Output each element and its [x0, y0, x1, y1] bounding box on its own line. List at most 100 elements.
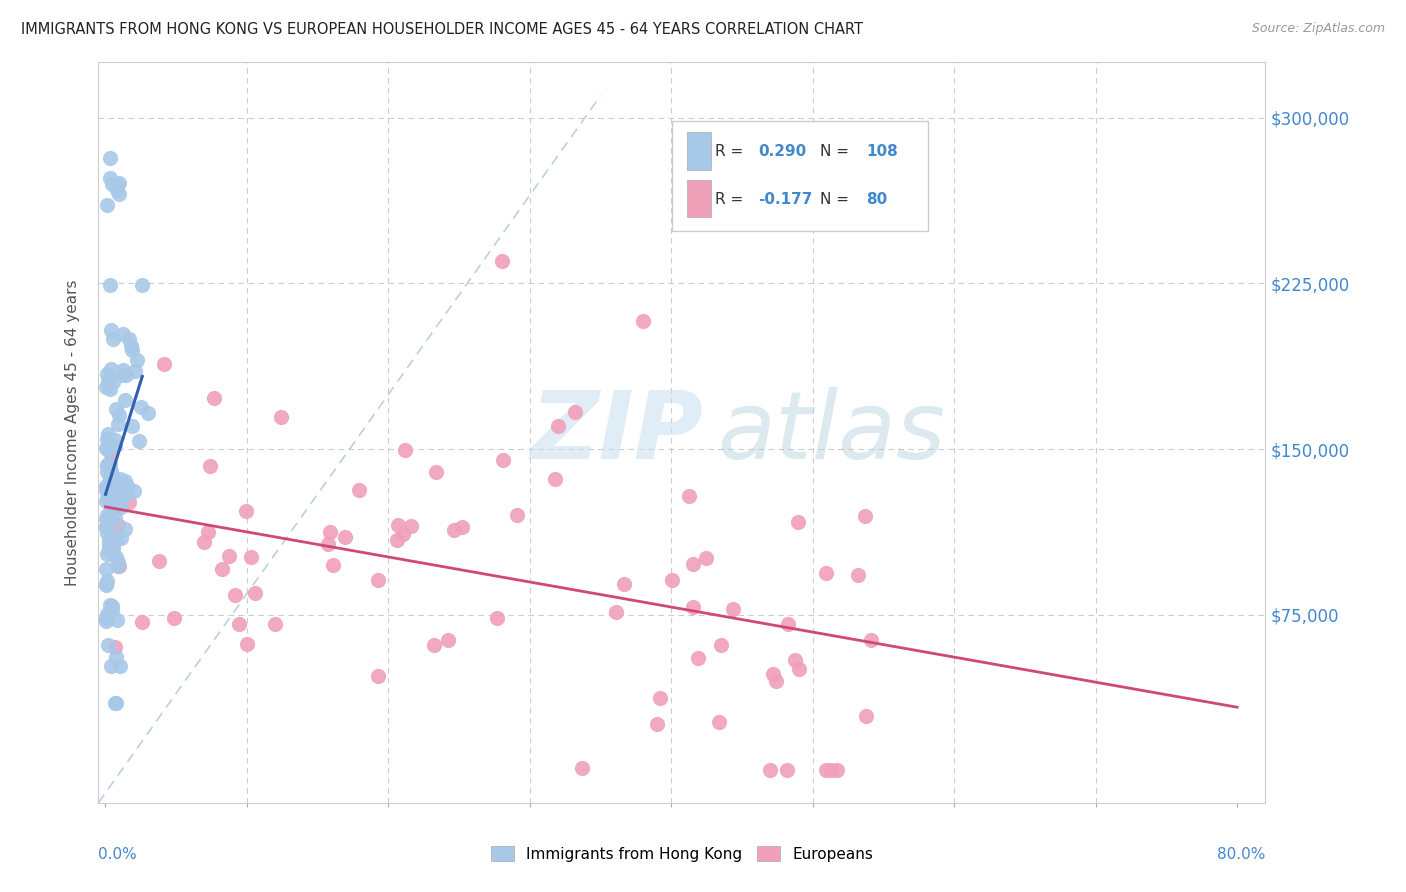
Point — [650, 691, 672, 706]
Text: Source: ZipAtlas.com: Source: ZipAtlas.com — [1251, 22, 1385, 36]
Point — [107, 177, 129, 191]
Point — [107, 555, 129, 569]
Point — [270, 410, 292, 425]
Point — [723, 601, 745, 615]
Point — [778, 617, 800, 632]
Point — [104, 697, 127, 711]
Point — [96, 611, 118, 625]
Point — [98, 457, 121, 471]
Text: R =: R = — [716, 144, 748, 159]
Point — [105, 550, 128, 565]
Point — [105, 613, 128, 627]
Point — [98, 436, 121, 450]
Point — [107, 558, 129, 573]
Point — [108, 187, 131, 202]
Point — [211, 562, 233, 576]
Point — [96, 512, 118, 526]
Point — [96, 465, 118, 479]
Point — [104, 477, 127, 491]
Point — [101, 483, 124, 497]
Text: 0.290: 0.290 — [759, 144, 807, 159]
Point — [96, 578, 118, 592]
Point — [239, 549, 262, 564]
Point — [103, 541, 125, 556]
Point — [98, 494, 121, 508]
Point — [148, 554, 170, 568]
Point — [401, 519, 423, 533]
Point — [98, 440, 121, 454]
Point — [124, 364, 146, 378]
Point — [96, 198, 118, 212]
Point — [104, 500, 127, 515]
Point — [682, 599, 704, 614]
Point — [98, 510, 121, 524]
Point — [96, 380, 118, 394]
Point — [96, 614, 118, 628]
Point — [855, 709, 877, 723]
Point — [96, 479, 118, 493]
Point — [128, 434, 150, 449]
Point — [98, 599, 121, 613]
Point — [245, 586, 267, 600]
Point — [101, 178, 124, 192]
Point — [114, 522, 136, 536]
Point — [97, 638, 120, 652]
Point — [97, 426, 120, 441]
Point — [101, 599, 124, 613]
Point — [814, 763, 837, 777]
Point — [695, 550, 717, 565]
Point — [547, 419, 569, 434]
Point — [131, 615, 153, 629]
Point — [827, 763, 849, 777]
Point — [107, 417, 129, 432]
Point — [96, 441, 118, 455]
Point — [96, 493, 118, 508]
Point — [124, 483, 146, 498]
Point — [631, 314, 654, 328]
Point — [707, 714, 730, 729]
Point — [451, 520, 474, 534]
Point — [387, 517, 409, 532]
Point — [218, 549, 240, 563]
Point — [96, 432, 118, 446]
Text: -0.177: -0.177 — [759, 193, 813, 208]
Point — [765, 674, 787, 689]
Point — [486, 611, 509, 625]
Point — [224, 588, 246, 602]
Point — [98, 151, 121, 165]
Point — [101, 332, 124, 346]
Point — [112, 363, 135, 377]
Point — [107, 178, 129, 192]
Point — [96, 442, 118, 456]
Point — [853, 508, 876, 523]
Point — [198, 458, 221, 473]
Point — [129, 400, 152, 414]
Point — [96, 491, 118, 505]
Point — [104, 434, 127, 448]
Point — [96, 562, 118, 576]
Text: N =: N = — [820, 193, 853, 208]
Point — [392, 527, 415, 541]
Y-axis label: Householder Income Ages 45 - 64 years: Householder Income Ages 45 - 64 years — [65, 279, 80, 586]
Point — [163, 611, 186, 625]
Point — [710, 638, 733, 652]
Point — [96, 574, 118, 588]
Point — [125, 352, 148, 367]
Point — [506, 508, 529, 523]
Point — [107, 558, 129, 573]
Point — [110, 491, 132, 505]
Point — [115, 479, 138, 493]
Point — [423, 638, 446, 652]
Point — [98, 278, 121, 293]
Point — [759, 763, 782, 777]
Point — [114, 475, 136, 489]
Point — [104, 501, 127, 516]
Point — [100, 362, 122, 376]
Point — [564, 405, 586, 419]
Point — [385, 533, 408, 547]
Point — [112, 326, 135, 341]
Point — [846, 568, 869, 582]
Point — [235, 504, 257, 518]
Point — [97, 536, 120, 550]
Point — [117, 494, 139, 508]
